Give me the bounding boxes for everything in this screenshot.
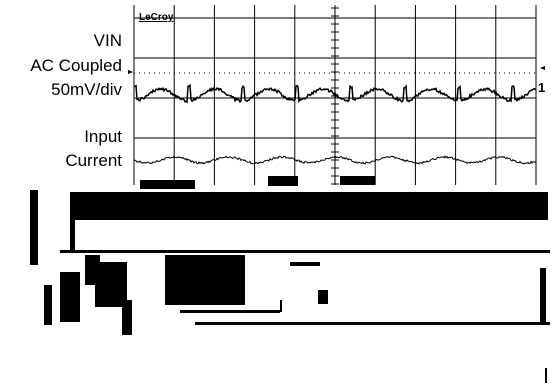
- trace-label: Input: [84, 127, 122, 146]
- trace-label: AC Coupled: [30, 56, 122, 75]
- trigger-marker: [540, 66, 545, 70]
- scope-screen: LeCroy VIN AC Coupled 50mV/div Input Cur…: [0, 0, 553, 390]
- brand: LeCroy: [139, 12, 174, 23]
- trace-label: Current: [65, 151, 122, 170]
- channel-marker: 1: [538, 80, 545, 95]
- corrupted-area: [30, 176, 550, 383]
- trace-label: 50mV/div: [51, 80, 122, 99]
- offset-marker: [128, 70, 133, 74]
- trace-label: VIN: [94, 31, 122, 50]
